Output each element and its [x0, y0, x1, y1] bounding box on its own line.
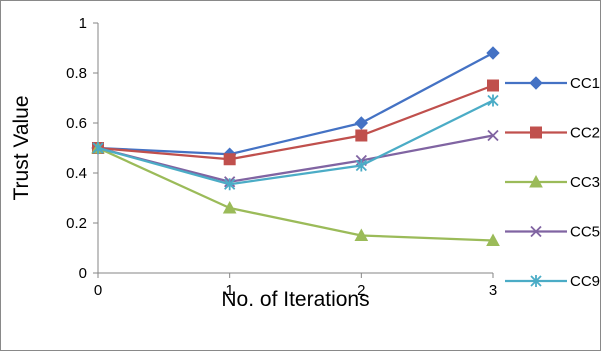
legend-item-cc5: CC5 — [505, 224, 600, 241]
y-tick-label: 1 — [79, 15, 87, 32]
legend-label: CC3 — [570, 174, 600, 191]
legend-label: CC9 — [570, 273, 600, 290]
x-axis-title: No. of Iterations — [221, 288, 369, 311]
legend-label: CC2 — [570, 125, 600, 142]
data-point-cc3 — [486, 233, 500, 246]
series-line-cc1 — [97, 52, 494, 156]
x-tick-label: 0 — [94, 282, 102, 299]
legend: CC1 CC2 CC3 CC5 CC9 — [505, 75, 600, 290]
data-point-cc2 — [355, 129, 368, 142]
legend-label: CC1 — [570, 75, 600, 92]
series-line-cc3 — [97, 146, 494, 242]
x-tick-label: 3 — [489, 282, 497, 299]
y-tick-label: 0.4 — [66, 165, 87, 182]
series-line-cc2 — [97, 84, 494, 161]
legend-marker — [530, 126, 542, 139]
legend-item-cc9: CC9 — [505, 273, 600, 290]
data-point-cc1 — [486, 46, 500, 60]
legend-marker — [530, 225, 542, 238]
data-point-cc9 — [92, 142, 104, 154]
series-group — [91, 46, 500, 246]
data-point-cc9 — [224, 178, 236, 191]
x-tick-label: 1 — [225, 282, 233, 299]
legend-marker — [529, 174, 543, 188]
data-point-cc9 — [355, 159, 367, 172]
data-point-cc5 — [487, 129, 499, 142]
y-tick-label: 0.2 — [66, 215, 87, 232]
axes: 0 0.2 0.4 0.6 0.8 1 0 1 2 3 — [66, 15, 497, 299]
legend-item-cc2: CC2 — [505, 125, 600, 142]
x-tick-label: 2 — [357, 282, 365, 299]
legend-marker — [529, 76, 543, 90]
data-point-cc9 — [487, 94, 499, 107]
series-cc9 — [92, 94, 499, 191]
legend-label: CC5 — [570, 224, 600, 241]
data-point-cc3 — [222, 200, 237, 214]
data-point-cc1 — [354, 116, 369, 130]
y-axis-title: Trust Value — [10, 95, 33, 200]
y-tick-label: 0.8 — [66, 65, 87, 82]
data-point-cc2 — [487, 79, 499, 92]
series-line-cc9 — [97, 99, 494, 186]
y-tick-label: 0 — [79, 265, 87, 282]
legend-item-cc1: CC1 — [505, 75, 600, 92]
y-tick-label: 0.6 — [66, 115, 87, 132]
data-point-cc3 — [354, 228, 369, 241]
legend-item-cc3: CC3 — [505, 174, 600, 191]
legend-marker — [530, 275, 542, 287]
series-line-cc5 — [97, 134, 494, 183]
data-point-cc2 — [223, 153, 236, 166]
